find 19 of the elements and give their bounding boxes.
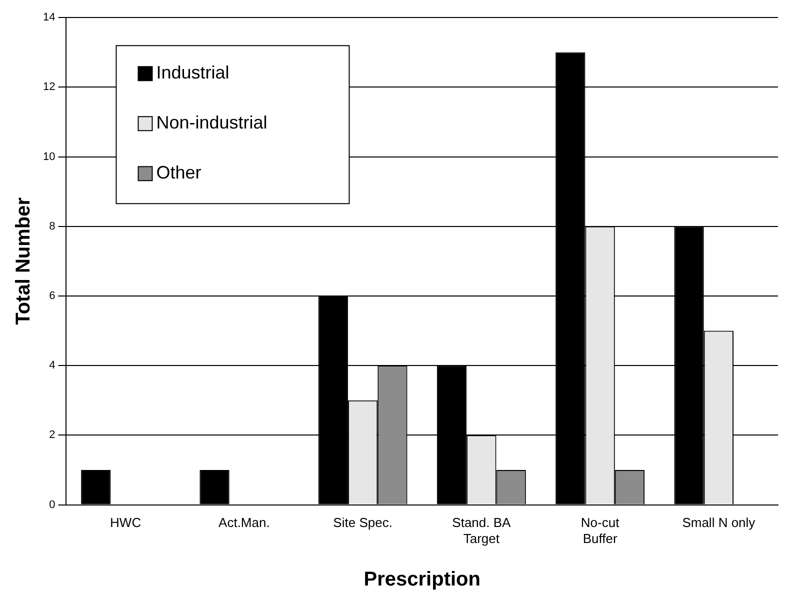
x-tick-label: Site Spec. (333, 515, 392, 530)
y-tick-label: 12 (42, 81, 56, 94)
legend-label: Non-industrial (156, 112, 268, 133)
y-tick-label: 6 (49, 290, 56, 302)
legend-label: Industrial (156, 62, 230, 83)
x-tick-label: HWC (110, 515, 142, 530)
y-tick-label: 0 (49, 498, 56, 511)
legend-label: Other (156, 162, 202, 183)
x-tick-label: Act.Man. (218, 515, 270, 530)
x-tick-label: Stand. BA Target (452, 515, 512, 546)
x-tick-label: Small N only (682, 515, 756, 530)
x-axis-title: Prescription (364, 568, 480, 591)
y-tick-label: 4 (49, 360, 56, 372)
y-tick-label: 14 (42, 12, 56, 24)
y-axis-title: Total Number (12, 197, 35, 325)
y-tick-label: 10 (42, 150, 56, 163)
y-tick-label: 8 (49, 220, 56, 232)
x-tick-label: No-cut Buffer (580, 515, 620, 546)
y-tick-label: 2 (49, 429, 56, 442)
